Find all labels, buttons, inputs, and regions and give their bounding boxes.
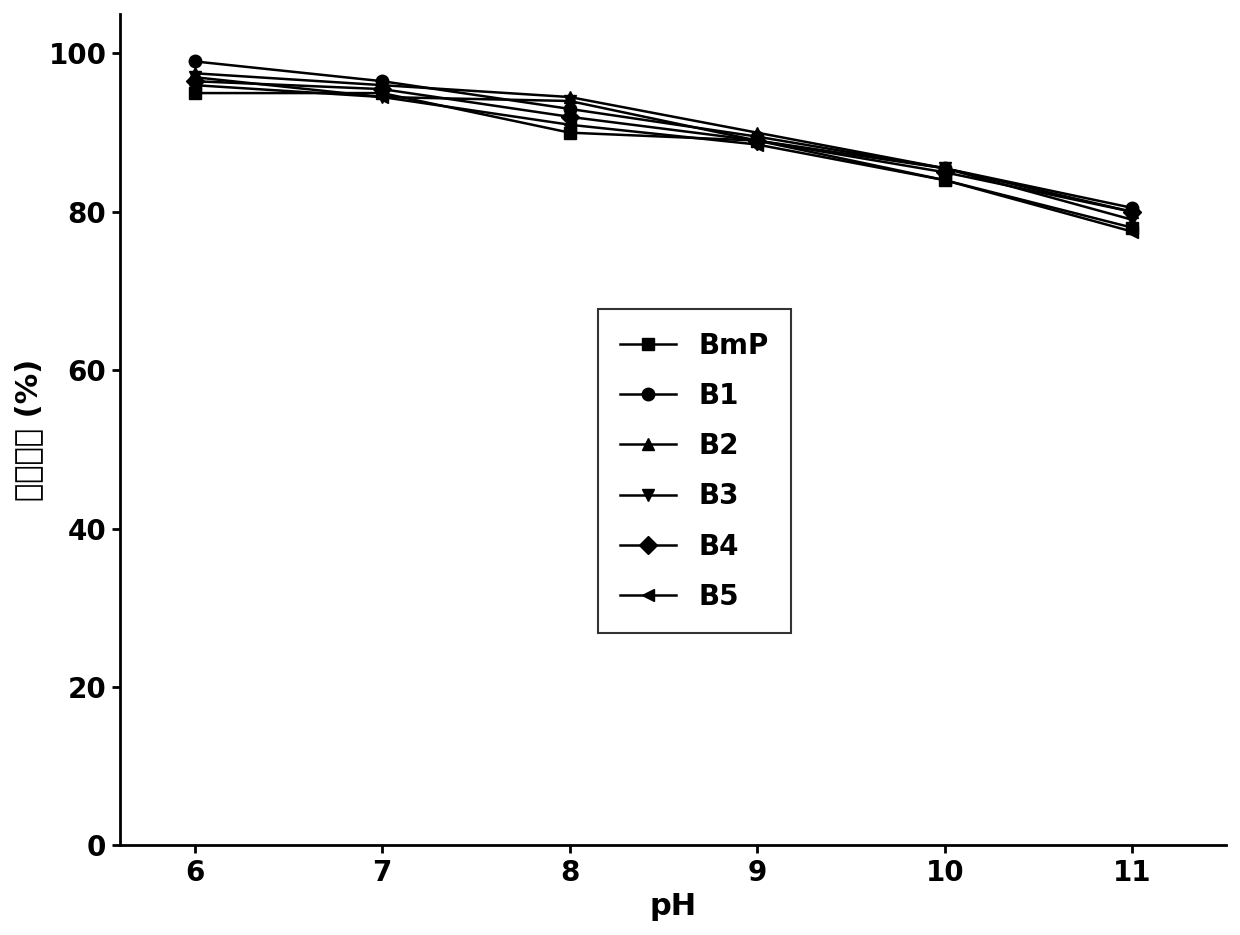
Legend: BmP, B1, B2, B3, B4, B5: BmP, B1, B2, B3, B4, B5: [598, 309, 791, 633]
B2: [937, 163, 952, 174]
B1: [187, 56, 202, 67]
B4: [750, 135, 765, 146]
B3: [374, 92, 389, 103]
B1: [750, 131, 765, 142]
BmP: [562, 127, 577, 138]
B1: [937, 163, 952, 174]
B4: [374, 83, 389, 94]
B2: [374, 79, 389, 91]
BmP: [937, 175, 952, 186]
B3: [750, 135, 765, 146]
BmP: [1125, 223, 1140, 234]
X-axis label: pH: pH: [650, 892, 697, 921]
B4: [562, 111, 577, 122]
B5: [187, 79, 202, 91]
BmP: [374, 88, 389, 99]
B5: [1125, 226, 1140, 237]
B5: [562, 119, 577, 130]
B1: [1125, 202, 1140, 213]
BmP: [187, 88, 202, 99]
Line: BmP: BmP: [188, 87, 1138, 234]
B3: [1125, 214, 1140, 225]
B3: [562, 95, 577, 107]
B2: [750, 127, 765, 138]
B4: [187, 76, 202, 87]
B5: [374, 92, 389, 103]
BmP: [750, 135, 765, 146]
B1: [562, 103, 577, 114]
B5: [937, 175, 952, 186]
B4: [937, 166, 952, 178]
B3: [187, 72, 202, 83]
Line: B1: B1: [188, 55, 1138, 214]
B4: [1125, 207, 1140, 218]
Line: B4: B4: [188, 75, 1138, 218]
B3: [937, 163, 952, 174]
B2: [187, 67, 202, 79]
Line: B2: B2: [188, 67, 1138, 218]
Line: B3: B3: [188, 71, 1138, 226]
B2: [1125, 207, 1140, 218]
B2: [562, 92, 577, 103]
B5: [750, 139, 765, 151]
Y-axis label: 剩余酶活 (%): 剩余酶活 (%): [14, 358, 43, 501]
B1: [374, 76, 389, 87]
Line: B5: B5: [188, 79, 1138, 237]
